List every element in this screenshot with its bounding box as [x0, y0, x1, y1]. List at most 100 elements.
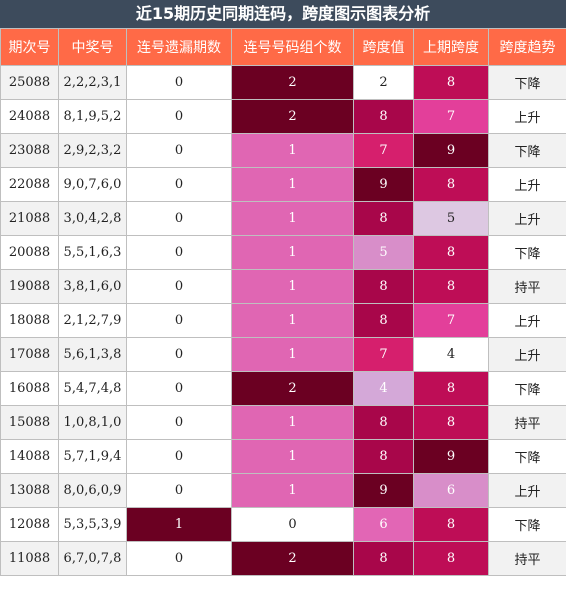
cell-period: 15088 [0, 405, 59, 440]
cell-miss: 0 [126, 303, 232, 338]
cell-period: 19088 [0, 269, 59, 304]
cell-trend: 上升 [488, 473, 566, 508]
cell-groups: 1 [231, 439, 354, 474]
cell-groups: 1 [231, 201, 354, 236]
cell-span: 8 [353, 201, 414, 236]
cell-trend: 下降 [488, 235, 566, 270]
cell-groups: 1 [231, 303, 354, 338]
cell-numbers: 5,6,1,3,8 [58, 337, 127, 372]
cell-miss: 0 [126, 405, 232, 440]
table-row: 19088 3,8,1,6,0 0 1 8 8 持平 [0, 269, 566, 304]
cell-span: 9 [353, 473, 414, 508]
cell-prev-span: 8 [413, 507, 489, 542]
cell-groups: 2 [231, 541, 354, 576]
cell-span: 8 [353, 541, 414, 576]
cell-miss: 0 [126, 235, 232, 270]
cell-groups: 1 [231, 337, 354, 372]
cell-prev-span: 5 [413, 201, 489, 236]
cell-span: 8 [353, 303, 414, 338]
cell-trend: 下降 [488, 439, 566, 474]
cell-prev-span: 7 [413, 99, 489, 134]
cell-groups: 1 [231, 133, 354, 168]
cell-period: 11088 [0, 541, 59, 576]
table-row: 13088 8,0,6,0,9 0 1 9 6 上升 [0, 473, 566, 508]
cell-trend: 持平 [488, 541, 566, 576]
table-row: 24088 8,1,9,5,2 0 2 8 7 上升 [0, 99, 566, 134]
cell-numbers: 5,4,7,4,8 [58, 371, 127, 406]
cell-span: 8 [353, 439, 414, 474]
cell-trend: 下降 [488, 507, 566, 542]
cell-span: 8 [353, 405, 414, 440]
table-row: 12088 5,3,5,3,9 1 0 6 8 下降 [0, 507, 566, 542]
cell-prev-span: 8 [413, 541, 489, 576]
cell-miss: 1 [126, 507, 232, 542]
cell-miss: 0 [126, 371, 232, 406]
cell-period: 20088 [0, 235, 59, 270]
cell-trend: 持平 [488, 269, 566, 304]
cell-numbers: 3,8,1,6,0 [58, 269, 127, 304]
cell-miss: 0 [126, 99, 232, 134]
cell-prev-span: 9 [413, 439, 489, 474]
cell-numbers: 5,5,1,6,3 [58, 235, 127, 270]
cell-numbers: 2,2,2,3,1 [58, 65, 127, 100]
cell-groups: 2 [231, 99, 354, 134]
cell-miss: 0 [126, 65, 232, 100]
cell-numbers: 5,3,5,3,9 [58, 507, 127, 542]
cell-trend: 上升 [488, 303, 566, 338]
table-row: 14088 5,7,1,9,4 0 1 8 9 下降 [0, 439, 566, 474]
table-row: 21088 3,0,4,2,8 0 1 8 5 上升 [0, 201, 566, 236]
cell-groups: 0 [231, 507, 354, 542]
cell-prev-span: 9 [413, 133, 489, 168]
table-row: 17088 5,6,1,3,8 0 1 7 4 上升 [0, 337, 566, 372]
cell-prev-span: 8 [413, 371, 489, 406]
cell-prev-span: 7 [413, 303, 489, 338]
cell-numbers: 2,1,2,7,9 [58, 303, 127, 338]
cell-prev-span: 4 [413, 337, 489, 372]
table-header-row: 期次号 中奖号 连号遗漏期数 连号号码组个数 跨度值 上期跨度 跨度趋势 [0, 28, 566, 66]
header-trend: 跨度趋势 [488, 28, 566, 66]
cell-trend: 上升 [488, 337, 566, 372]
cell-trend: 下降 [488, 65, 566, 100]
cell-period: 23088 [0, 133, 59, 168]
table-row: 20088 5,5,1,6,3 0 1 5 8 下降 [0, 235, 566, 270]
cell-span: 9 [353, 167, 414, 202]
cell-span: 7 [353, 337, 414, 372]
cell-period: 12088 [0, 507, 59, 542]
cell-miss: 0 [126, 337, 232, 372]
cell-period: 13088 [0, 473, 59, 508]
table-row: 23088 2,9,2,3,2 0 1 7 9 下降 [0, 133, 566, 168]
cell-span: 4 [353, 371, 414, 406]
cell-prev-span: 8 [413, 235, 489, 270]
cell-groups: 1 [231, 405, 354, 440]
table-body: 25088 2,2,2,3,1 0 2 2 8 下降 24088 8,1,9,5,2 0 2 8 7 上升… [0, 65, 566, 576]
cell-trend: 下降 [488, 133, 566, 168]
page-title: 近15期历史同期连码，跨度图示图表分析 [0, 0, 566, 28]
cell-miss: 0 [126, 167, 232, 202]
cell-numbers: 6,7,0,7,8 [58, 541, 127, 576]
cell-numbers: 1,0,8,1,0 [58, 405, 127, 440]
table-row: 25088 2,2,2,3,1 0 2 2 8 下降 [0, 65, 566, 100]
header-prev-span: 上期跨度 [413, 28, 489, 66]
header-miss: 连号遗漏期数 [126, 28, 232, 66]
header-span: 跨度值 [353, 28, 414, 66]
cell-groups: 1 [231, 473, 354, 508]
cell-trend: 上升 [488, 167, 566, 202]
table-row: 16088 5,4,7,4,8 0 2 4 8 下降 [0, 371, 566, 406]
cell-trend: 持平 [488, 405, 566, 440]
cell-prev-span: 8 [413, 269, 489, 304]
header-period: 期次号 [0, 28, 59, 66]
table-row: 18088 2,1,2,7,9 0 1 8 7 上升 [0, 303, 566, 338]
cell-miss: 0 [126, 439, 232, 474]
cell-prev-span: 8 [413, 167, 489, 202]
cell-numbers: 9,0,7,6,0 [58, 167, 127, 202]
cell-period: 18088 [0, 303, 59, 338]
cell-trend: 下降 [488, 371, 566, 406]
cell-groups: 2 [231, 371, 354, 406]
cell-period: 17088 [0, 337, 59, 372]
cell-period: 24088 [0, 99, 59, 134]
cell-span: 6 [353, 507, 414, 542]
header-numbers: 中奖号 [58, 28, 127, 66]
cell-miss: 0 [126, 269, 232, 304]
cell-period: 14088 [0, 439, 59, 474]
cell-miss: 0 [126, 133, 232, 168]
